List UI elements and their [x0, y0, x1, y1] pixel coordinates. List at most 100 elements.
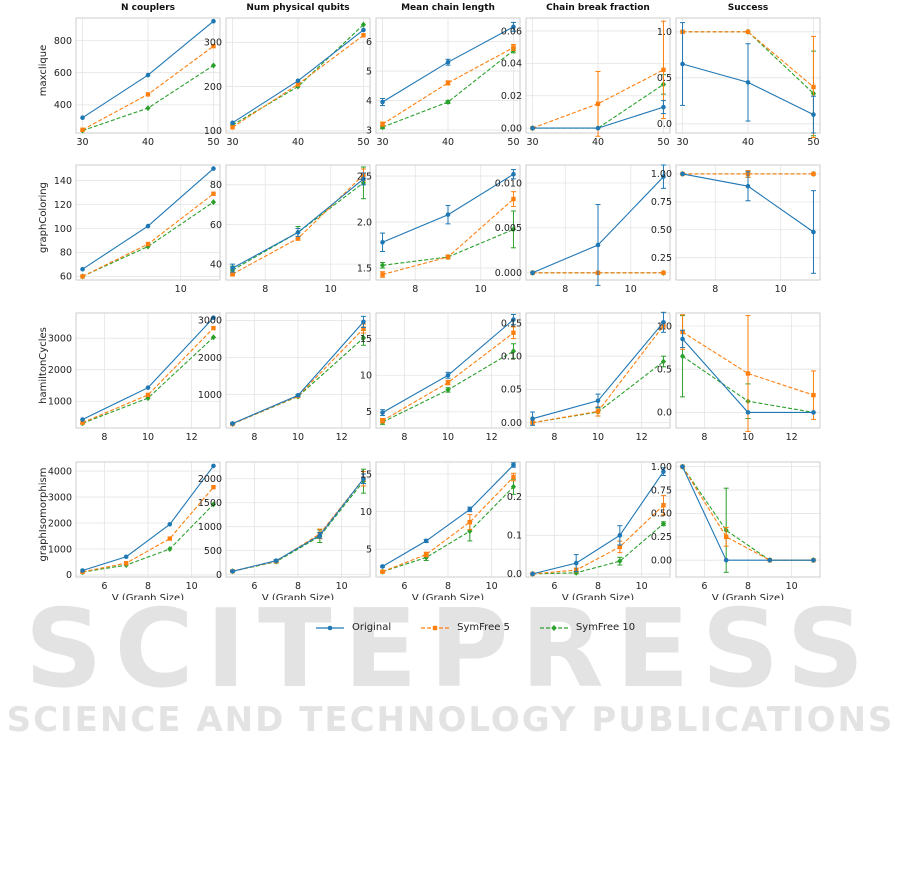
- series-line: [682, 31, 814, 88]
- y-tick-label: 3000: [48, 334, 72, 345]
- data-point: [423, 538, 429, 544]
- y-tick-label: 5: [366, 66, 372, 77]
- series-symfree5: [530, 20, 666, 137]
- data-point: [211, 315, 216, 321]
- data-point: [661, 104, 666, 110]
- data-point: [361, 476, 366, 482]
- x-tick-label: 30: [376, 137, 388, 148]
- y-tick-label: 0.50: [651, 225, 672, 236]
- data-point: [811, 229, 816, 235]
- data-point: [745, 80, 751, 85]
- x-tick-label: 6: [551, 581, 557, 592]
- data-point: [445, 380, 451, 385]
- series-symfree5: [80, 43, 216, 132]
- data-point: [210, 62, 217, 69]
- series-symfree5: [80, 191, 216, 279]
- x-tick-label: 10: [775, 284, 787, 295]
- x-tick-label: 6: [101, 581, 107, 592]
- data-point: [361, 176, 366, 182]
- data-point: [510, 226, 517, 233]
- plot-frame: [675, 164, 821, 281]
- data-point: [745, 183, 751, 189]
- data-point: [595, 125, 601, 131]
- data-point: [445, 80, 451, 86]
- data-point: [360, 334, 367, 341]
- data-point: [80, 568, 85, 573]
- subplot-r2-c1: 1000 2000 3000 8 10 12: [198, 312, 371, 443]
- series-original: [680, 464, 816, 563]
- data-point: [360, 21, 367, 28]
- plot-frame: [75, 461, 221, 578]
- data-point: [745, 29, 751, 34]
- data-point: [380, 272, 385, 277]
- subplot-r0-c4: 0.0 0.5 1.0 30 40 50: [657, 17, 821, 148]
- y-tick-label: 0.75: [651, 197, 672, 208]
- data-point: [317, 533, 323, 538]
- data-point: [680, 464, 685, 469]
- data-point: [380, 564, 385, 569]
- y-tick-label: 5: [366, 544, 372, 555]
- data-point: [511, 317, 516, 322]
- series-original: [230, 27, 366, 126]
- data-point: [445, 59, 451, 65]
- series-line: [382, 486, 514, 573]
- x-tick-label: 10: [175, 284, 187, 295]
- y-tick-label: 2.5: [357, 171, 372, 182]
- y-tick-label: 0: [66, 570, 72, 581]
- series-original: [230, 172, 366, 273]
- data-point: [230, 265, 235, 271]
- data-point: [230, 271, 235, 277]
- plot-frame: [675, 17, 821, 134]
- figure-grid: N couplers Num physical qubits Mean chain …: [38, 3, 821, 600]
- series-symfree5: [380, 472, 516, 574]
- legend-swatch-symfree10: [539, 624, 568, 631]
- data-point: [379, 262, 386, 269]
- data-point: [80, 266, 85, 272]
- y-tick-label: 60: [210, 220, 222, 231]
- data-point: [661, 503, 666, 508]
- x-tick-label: 8: [262, 284, 268, 295]
- plot-frame: [375, 17, 521, 134]
- x-tick-label: 50: [507, 137, 519, 148]
- data-point: [145, 105, 151, 112]
- y-tick-label: 0.5: [657, 73, 672, 84]
- data-point: [467, 507, 473, 512]
- data-point: [295, 230, 301, 235]
- data-point: [617, 558, 623, 565]
- series-original: [530, 100, 666, 131]
- legend-item-symfree10: SymFree 10: [539, 622, 635, 633]
- y-tick-label: 600: [54, 68, 72, 79]
- x-tick-label: 6: [701, 581, 707, 592]
- y-tick-label: 0.00: [501, 418, 522, 429]
- x-tick-label: 8: [401, 432, 407, 443]
- plot-frame: [225, 17, 371, 134]
- y-tick-label: 0.000: [495, 268, 522, 279]
- subplot-r1-c3: 0.000 0.005 0.010 8 10: [495, 164, 671, 295]
- data-point: [530, 571, 535, 577]
- x-tick-label: 50: [657, 137, 669, 148]
- data-point: [511, 45, 516, 50]
- series-original: [680, 329, 816, 415]
- column-title-1: Num physical qubits: [246, 3, 349, 13]
- data-point: [680, 171, 685, 177]
- series-original: [80, 315, 216, 422]
- subplot-r1-c1: 40 60 80 8 10: [210, 164, 371, 295]
- series-original: [380, 313, 516, 417]
- series-original: [380, 169, 516, 252]
- y-tick-label: 80: [210, 180, 222, 191]
- data-point: [510, 483, 517, 490]
- series-symfree5: [80, 325, 216, 425]
- data-point: [211, 484, 216, 490]
- y-tick-label: 3000: [198, 316, 222, 327]
- legend: Original SymFree 5 SymFree 10: [316, 622, 635, 633]
- x-axis-label: V (Graph Size): [562, 593, 634, 600]
- plot-frame: [75, 164, 221, 281]
- x-tick-label: 10: [636, 581, 648, 592]
- data-point: [595, 101, 601, 107]
- x-axis-label: V (Graph Size): [412, 593, 484, 600]
- subplot-r0-c0: 400 600 800 30 40 50: [54, 17, 221, 148]
- legend-item-original: Original: [316, 622, 391, 633]
- y-tick-label: 2000: [198, 474, 222, 485]
- y-tick-label: 3000: [48, 492, 72, 503]
